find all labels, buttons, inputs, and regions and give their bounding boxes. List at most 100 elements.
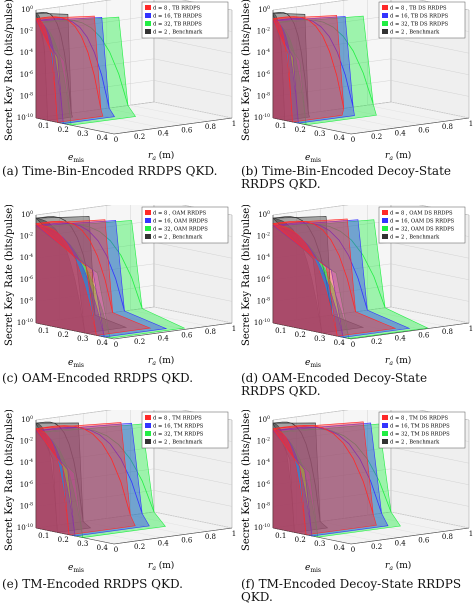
series-surface-0 xyxy=(35,15,104,123)
emis-tick-label: 0.3 xyxy=(77,335,88,343)
y-tick-label: 100 xyxy=(21,210,33,219)
emis-tick-label: 0.3 xyxy=(77,130,88,138)
surface-edge xyxy=(35,16,102,110)
legend-entry: d = 32, TB DS RRDPS xyxy=(390,22,449,28)
surface-edge xyxy=(35,220,114,313)
caption-a: (a) Time-Bin-Encoded RRDPS QKD. xyxy=(2,165,217,178)
legend-entry: d = 8 , TB DS RRDPS xyxy=(390,6,447,12)
emis-axis-label: emis xyxy=(305,153,321,164)
emis-tick-label: 0.1 xyxy=(38,327,49,335)
y-tick-label: 10-6 xyxy=(257,480,270,489)
legend: d = 8 , TB RRDPS d = 16, TB RRDPS d = 32, … xyxy=(141,1,229,39)
y-tick-label: 10-6 xyxy=(20,480,33,489)
surface-edge xyxy=(272,11,309,114)
ra-tick-label: 0.2 xyxy=(371,543,382,551)
legend: d = 8 , TM DS RRDPS d = 16, TM DS RRDPS d … xyxy=(378,411,466,449)
legend-swatch xyxy=(145,423,151,428)
legend-swatch xyxy=(145,5,151,10)
ra-tick-label: 0.8 xyxy=(205,533,216,541)
y-tick-label: 10-8 xyxy=(257,91,270,100)
surface-face xyxy=(272,421,377,536)
legend-swatch xyxy=(382,21,388,26)
legend-swatch xyxy=(145,439,151,444)
surface-face xyxy=(35,422,136,536)
legend: d = 8 , TM RRDPS d = 16, TM RRDPS d = 32, … xyxy=(141,411,229,449)
y-tick-label: 100 xyxy=(258,5,270,14)
emis-axis-label: emis xyxy=(68,358,84,369)
y-tick-label: 10-10 xyxy=(17,318,33,327)
grid-line xyxy=(106,108,185,125)
surface-edge xyxy=(35,428,155,513)
y-tick-label: 100 xyxy=(21,415,33,424)
emis-tick-label: 0.1 xyxy=(275,327,286,335)
surface-edge xyxy=(35,222,125,312)
ra-tick-label: 0 xyxy=(114,546,118,554)
y-tick-label: 10-4 xyxy=(257,48,270,57)
ra-tick-label: 0 xyxy=(351,546,355,554)
grid-line xyxy=(390,511,470,529)
ra-tick-label: 1 xyxy=(232,530,236,538)
caption-line: RRDPS QKD. xyxy=(241,384,321,398)
y-tick-label: 10-2 xyxy=(257,27,270,36)
ra-tick-label: 0.6 xyxy=(181,331,193,339)
ra-axis xyxy=(350,117,470,135)
legend: d = 8 , OAM RRDPS d = 16, OAM RRDPS d = 32… xyxy=(141,206,229,244)
legend-entry: d = 2 , Benchmark xyxy=(153,235,203,241)
ra-tick-label: 1 xyxy=(469,120,473,128)
caption-line: (a) Time-Bin-Encoded RRDPS QKD. xyxy=(2,164,218,178)
caption-line: (c) OAM-Encoded RRDPS QKD. xyxy=(2,371,194,385)
grid-line xyxy=(130,515,209,532)
surface-edge xyxy=(35,11,72,114)
series-surface-0 xyxy=(272,218,397,337)
legend: d = 8 , OAM DS RRDPS d = 16, OAM DS RRDPS… xyxy=(378,206,466,244)
legend-swatch xyxy=(382,439,388,444)
y-tick-label: 10-10 xyxy=(254,523,270,532)
surface-edge xyxy=(272,428,392,513)
surface-edge xyxy=(272,19,374,105)
legend-box xyxy=(378,206,466,244)
emis-tick-label: 0.2 xyxy=(58,126,69,134)
grid-line xyxy=(343,313,422,330)
legend-swatch xyxy=(382,423,388,428)
legend-swatch xyxy=(145,21,151,26)
y-tick-label: 10-2 xyxy=(257,232,270,241)
grid-line xyxy=(367,515,446,532)
legend-entry: d = 16, OAM RRDPS xyxy=(153,219,208,225)
y-tick-label: 10-6 xyxy=(20,275,33,284)
y-tick-label: 10-6 xyxy=(257,70,270,79)
y-tick-label: 10-4 xyxy=(257,458,270,467)
emis-tick-label: 0.4 xyxy=(334,544,346,552)
chart-panel-c: 100 10-2 10-4 10-6 10-8 10-10 0.1 0.2 0.3 0.4 0 0.2… xyxy=(0,205,237,405)
emis-tick-label: 0.4 xyxy=(97,339,109,347)
surface-plot-a: 100 10-2 10-4 10-6 10-8 10-10 0.1 0.2 0.3 0.4 0 0.2… xyxy=(4,0,236,164)
surface-edge xyxy=(272,16,345,109)
legend-swatch xyxy=(382,234,388,239)
y-tick-label: 10-4 xyxy=(257,253,270,262)
caption-d: (d) OAM-Encoded Decoy-State RRDPS QKD. xyxy=(241,372,427,398)
surface-face xyxy=(272,16,355,124)
emis-axis-label: emis xyxy=(68,563,84,574)
legend-swatch xyxy=(145,415,151,420)
chart-panel-a: 100 10-2 10-4 10-6 10-8 10-10 0.1 0.2 0.3 0.4 0 0.2… xyxy=(0,0,237,200)
legend-entry: d = 32, TM DS RRDPS xyxy=(390,432,450,438)
ra-axis xyxy=(350,527,470,545)
legend-swatch xyxy=(145,13,151,18)
emis-tick-label: 0.4 xyxy=(97,544,109,552)
emis-axis xyxy=(35,527,115,545)
caption-line: QKD. xyxy=(241,590,273,604)
caption-line: (f) TM-Encoded Decoy-State RRDPS xyxy=(241,577,462,591)
emis-tick-label: 0.3 xyxy=(314,540,325,548)
grid-line xyxy=(343,108,422,125)
legend-box xyxy=(141,1,229,39)
y-tick-label: 100 xyxy=(21,5,33,14)
ra-tick-label: 0.6 xyxy=(418,126,430,134)
ra-axis xyxy=(113,322,233,340)
emis-tick-label: 0.2 xyxy=(295,536,306,544)
ra-tick-label: 1 xyxy=(469,325,473,333)
surface-face xyxy=(35,16,137,126)
ra-tick-label: 0.8 xyxy=(205,123,216,131)
ra-axis xyxy=(113,117,233,135)
ra-axis-label: ra (m) xyxy=(148,355,174,367)
surface-face xyxy=(35,15,104,123)
series-surface-0 xyxy=(272,421,377,536)
